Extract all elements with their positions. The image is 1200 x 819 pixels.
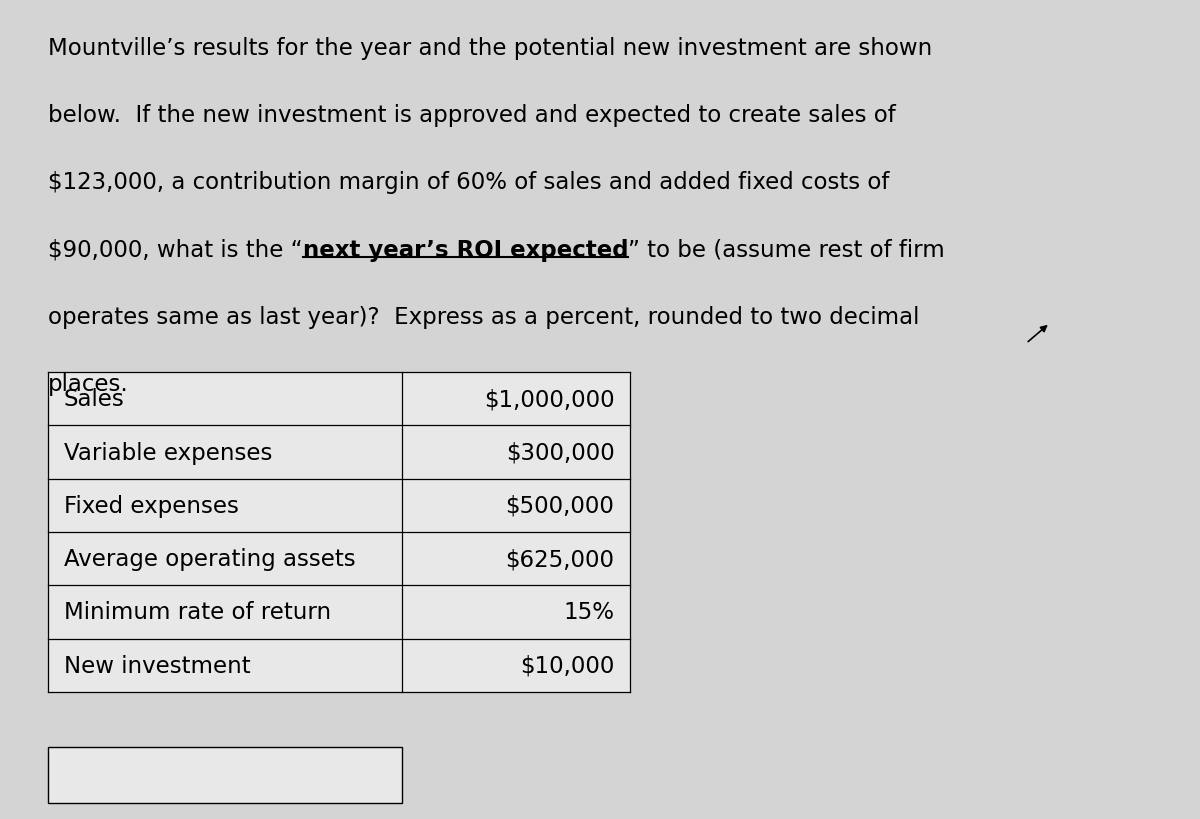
Text: $300,000: $300,000: [505, 441, 614, 464]
Text: $1,000,000: $1,000,000: [484, 387, 614, 411]
Text: operates same as last year)?  Express as a percent, rounded to two decimal: operates same as last year)? Express as …: [48, 305, 919, 328]
Text: $500,000: $500,000: [505, 494, 614, 518]
Text: $90,000, what is the “: $90,000, what is the “: [48, 238, 302, 261]
Bar: [48, 373, 630, 692]
Text: Average operating assets: Average operating assets: [64, 547, 355, 571]
Text: New investment: New investment: [64, 654, 251, 677]
Text: Mountville’s results for the year and the potential new investment are shown: Mountville’s results for the year and th…: [48, 37, 932, 60]
Text: Variable expenses: Variable expenses: [64, 441, 272, 464]
Text: places.: places.: [48, 373, 128, 396]
Text: below.  If the new investment is approved and expected to create sales of: below. If the new investment is approved…: [48, 104, 895, 127]
Text: Minimum rate of return: Minimum rate of return: [64, 600, 331, 624]
Text: $625,000: $625,000: [505, 547, 614, 571]
Text: Fixed expenses: Fixed expenses: [64, 494, 239, 518]
Text: next year’s ROI expected: next year’s ROI expected: [302, 238, 628, 261]
Text: ” to be (assume rest of firm: ” to be (assume rest of firm: [628, 238, 944, 261]
Text: Sales: Sales: [64, 387, 125, 411]
Text: $10,000: $10,000: [520, 654, 614, 677]
Bar: [48, 747, 402, 803]
Text: $123,000, a contribution margin of 60% of sales and added fixed costs of: $123,000, a contribution margin of 60% o…: [48, 171, 889, 194]
Text: 15%: 15%: [564, 600, 614, 624]
